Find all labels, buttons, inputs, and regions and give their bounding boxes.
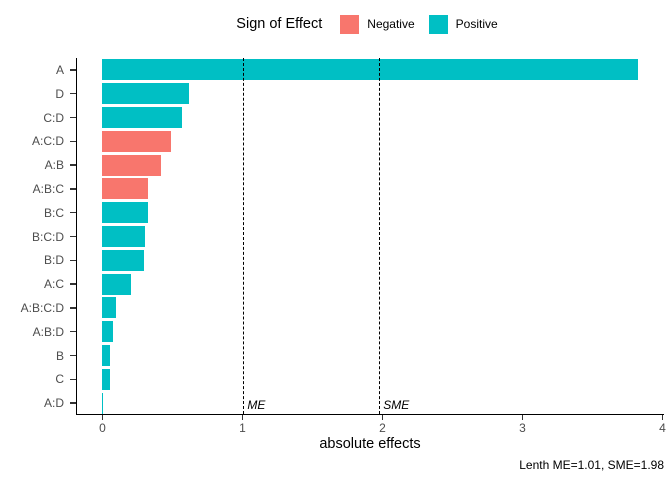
positive-swatch-icon [428,14,448,34]
y-tick-mark [70,188,76,190]
y-tick-mark [70,259,76,262]
caption-lenth-values: Lenth ME=1.01, SME=1.98 [519,458,664,472]
bar-b-c [102,202,149,224]
x-tick-label-0: 0 [99,421,106,435]
bar-a-c [102,273,132,295]
y-tick-mark [70,140,76,143]
x-tick-mark [101,415,104,420]
y-tick-mark [70,235,76,238]
bar-a-c-d [102,130,171,152]
bar-a-b-c [102,178,149,200]
bar-b-c-d [102,226,146,247]
legend-title: Sign of Effect [236,16,323,32]
x-tick-mark [521,415,524,420]
y-tick-mark [70,164,76,166]
bar-a-b [102,154,161,176]
y-tick-mark [70,211,76,214]
y-tick-mark [70,92,76,95]
y-label-a-b-c-d: A:B:C:D [20,300,64,315]
bar-a-b-c-d [102,297,116,319]
bar-b-d [102,249,144,271]
y-tick-mark [70,283,76,285]
y-label-c-d: C:D [43,110,64,125]
y-tick-mark [70,354,76,357]
y-label-b-c: B:C [43,205,64,220]
y-label-a-d: A:D [43,396,64,411]
y-label-a-b: A:B [44,158,64,173]
bar-a-b-d [102,321,114,343]
negative-swatch-icon [340,14,360,34]
y-label-a-c-d: A:C:D [31,134,64,149]
y-label-b-d: B:D [43,253,64,268]
x-tick-mark [381,415,384,420]
legend-item-positive: Positive [428,14,504,34]
bar-c-d [102,107,182,128]
y-label-a-b-d: A:B:D [32,324,64,339]
y-tick-mark [70,378,76,381]
bar-a [102,59,639,81]
bar-d [102,83,189,105]
y-label-b-c-d: B:C:D [31,229,64,244]
legend: Sign of Effect Negative Positive [76,10,664,38]
y-label-a-b-c: A:B:C [32,181,64,196]
bar-a-d [102,392,104,414]
y-label-d: D [55,86,64,101]
bar-b [102,345,111,366]
x-tick-mark [661,415,664,420]
plot-panel: ME SME [76,58,664,415]
y-label-b: B [55,348,64,363]
reference-line-me [243,58,245,414]
x-axis-title: absolute effects [319,436,421,452]
y-tick-mark [70,402,76,404]
y-label-a-c: A:C [43,277,64,292]
y-label-a: A [55,62,64,77]
x-tick-mark [241,415,244,420]
y-tick-mark [70,307,76,309]
x-tick-label-3: 3 [519,421,526,435]
legend-item-negative: Negative [340,14,420,34]
bar-c [102,368,111,390]
legend-label-negative: Negative [367,17,415,31]
x-tick-label-4: 4 [659,421,666,435]
y-tick-mark [70,69,76,71]
reference-label-me: ME [247,398,266,412]
reference-label-sme: SME [383,398,410,412]
y-tick-mark [70,330,76,333]
y-label-c: C [55,372,64,387]
y-tick-mark [70,116,76,119]
legend-label-positive: Positive [455,17,498,31]
x-tick-label-2: 2 [379,421,386,435]
x-tick-label-1: 1 [239,421,246,435]
reference-line-sme [379,58,381,414]
